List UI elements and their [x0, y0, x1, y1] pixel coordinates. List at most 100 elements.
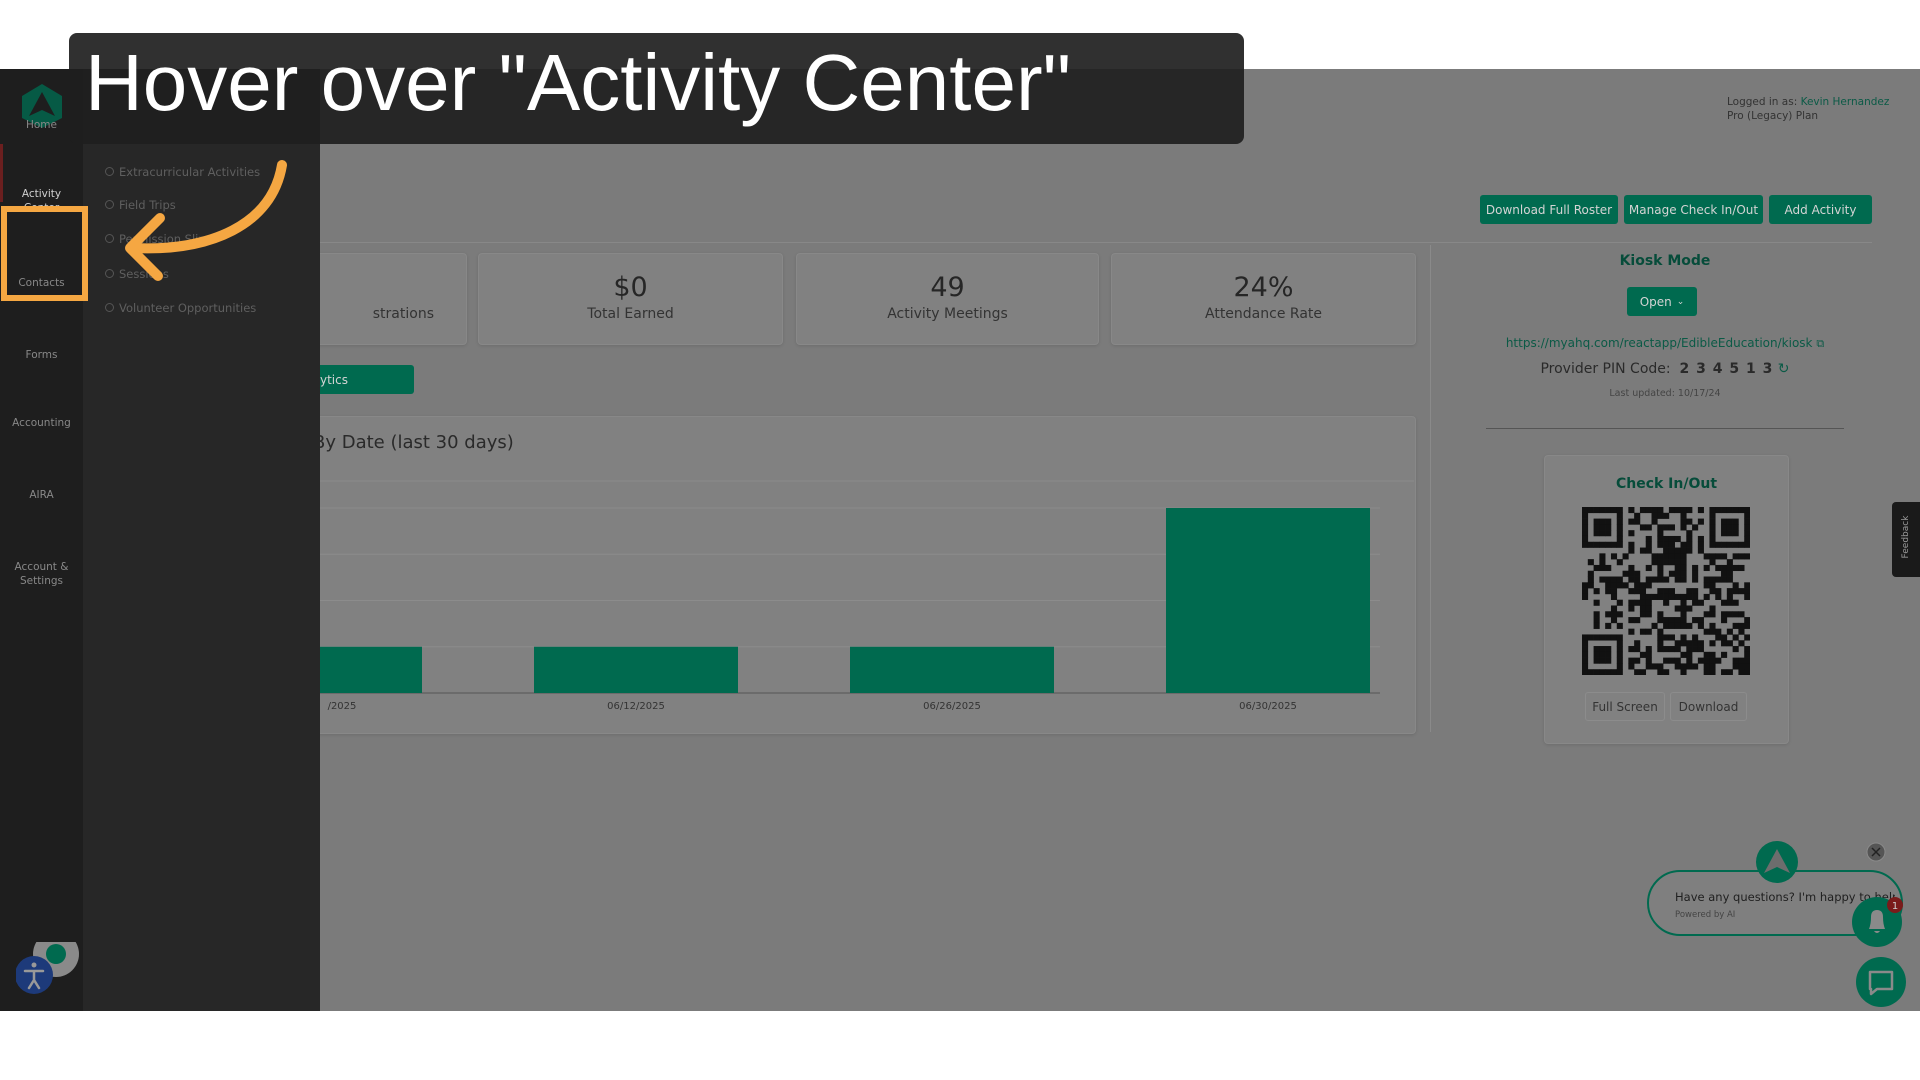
bottom-icons	[16, 942, 79, 994]
qr-module	[1645, 547, 1652, 554]
qr-code	[1582, 507, 1750, 675]
copy-icon[interactable]: ⧉	[1816, 337, 1825, 350]
qr-module	[1709, 553, 1716, 560]
url-text[interactable]: https://myahq.com/reactapp/EdibleEducati…	[1505, 336, 1813, 350]
action-button[interactable]: Add Activity	[1769, 195, 1872, 224]
qr-module	[1721, 524, 1728, 531]
qr-module	[1663, 593, 1670, 600]
x-tick-label: /2025	[328, 701, 357, 712]
checkin-title: Check In/Out	[1615, 476, 1718, 492]
qr-module	[1639, 628, 1647, 635]
action-button[interactable]: Download Full Roster	[1480, 195, 1618, 224]
nav-label[interactable]: AIRA	[29, 489, 54, 501]
qr-module	[1726, 611, 1733, 618]
qr-module	[1668, 657, 1675, 664]
qr-module	[1744, 669, 1750, 675]
feedback-tab[interactable]: Feedback	[1892, 502, 1920, 577]
action-button[interactable]: Manage Check In/Out	[1624, 195, 1763, 224]
qr-module	[1732, 524, 1739, 531]
qr-module	[1721, 564, 1728, 572]
nav-label[interactable]: Contacts	[18, 277, 65, 289]
qr-module	[1732, 530, 1739, 537]
qr-module	[1721, 669, 1728, 675]
qr-module	[1703, 576, 1710, 583]
user-name[interactable]: Kevin Hernandez	[1800, 96, 1890, 108]
qr-module	[1686, 547, 1693, 554]
chat-button[interactable]	[1856, 957, 1906, 1007]
qr-button[interactable]: Full Screen	[1585, 692, 1665, 721]
qr-module	[1674, 553, 1681, 560]
chat-icon	[1868, 970, 1894, 996]
stat-card: $0 Total Earned	[478, 253, 783, 345]
qr-module	[1587, 507, 1594, 514]
qr-module	[1663, 553, 1670, 560]
arrow-head	[125, 213, 165, 281]
qr-module	[1616, 530, 1623, 537]
submenu-item[interactable]: Volunteer Opportunities	[119, 301, 257, 315]
arrow-shaft	[127, 160, 287, 254]
qr-module	[1593, 588, 1600, 595]
qr-module	[1645, 576, 1652, 583]
qr-module	[1657, 553, 1664, 560]
open-button[interactable]: Open ⌄	[1627, 287, 1697, 316]
qr-module	[1645, 593, 1652, 600]
qr-module	[1709, 605, 1716, 612]
qr-module	[1657, 617, 1664, 624]
qr-module	[1744, 582, 1750, 589]
qr-module	[1744, 553, 1750, 560]
qr-module	[1605, 582, 1612, 589]
plan: Pro (Legacy) Plan	[1727, 110, 1819, 122]
qr-module	[1697, 646, 1704, 653]
qr-module	[1610, 588, 1618, 595]
qr-module	[1645, 582, 1652, 589]
qr-module	[1587, 582, 1594, 589]
nav-label[interactable]: Home	[25, 119, 57, 131]
qr-module	[1605, 669, 1612, 675]
refresh-icon[interactable]: ↻	[1777, 361, 1790, 377]
qr-module	[1657, 559, 1664, 566]
qr-module	[1593, 617, 1600, 624]
kiosk-url[interactable]: https://myahq.com/reactapp/EdibleEducati…	[1486, 336, 1844, 351]
qr-module	[1582, 530, 1589, 537]
qr-module	[1715, 541, 1722, 548]
qr-module	[1645, 663, 1652, 670]
qr-module	[1605, 524, 1612, 531]
qr-button[interactable]: Download	[1670, 692, 1747, 721]
qr-module	[1634, 599, 1641, 606]
qr-module	[1721, 530, 1728, 537]
account-info: Logged in as: Kevin Hernandez Pro (Legac…	[1727, 95, 1889, 123]
qr-module	[1616, 559, 1623, 566]
sidebar: Home Activity Center Contacts Forms Accounti…	[0, 69, 83, 1011]
qr-module	[1726, 640, 1733, 647]
nav-label[interactable]: Accounting	[12, 417, 71, 429]
qr-module	[1639, 588, 1647, 595]
qr-module	[1738, 553, 1745, 560]
qr-module	[1668, 535, 1675, 543]
logo[interactable]	[20, 82, 64, 130]
qr-module	[1674, 593, 1681, 600]
qr-module	[1610, 605, 1618, 612]
bar	[850, 646, 1054, 693]
arrow	[125, 160, 287, 281]
chat-bubble[interactable]: Have any questions? I'm happy to help. P…	[1647, 870, 1903, 936]
chat-message: Have any questions? I'm happy to help.	[1675, 890, 1895, 904]
qr-module	[1616, 657, 1623, 664]
qr-module	[1703, 657, 1710, 664]
submenu-item[interactable]: Field Trips	[119, 198, 176, 212]
qr-module	[1651, 518, 1658, 525]
qr-module	[1726, 541, 1733, 548]
qr-module	[1651, 663, 1658, 670]
qr-module	[1674, 605, 1681, 612]
qr-module	[1703, 628, 1710, 635]
submenu-item[interactable]: Extracurricular Activities	[119, 165, 261, 179]
vertical-divider	[1430, 245, 1431, 732]
qr-module	[1692, 564, 1699, 572]
nav-label[interactable]: Account & Settings	[14, 561, 69, 587]
qr-module	[1663, 646, 1670, 653]
feedback-label[interactable]: Feedback	[1901, 515, 1911, 559]
qr-module	[1599, 524, 1606, 531]
qr-module	[1593, 622, 1600, 629]
qr-module	[1639, 582, 1647, 589]
qr-module	[1697, 541, 1704, 548]
nav-label[interactable]: Forms	[25, 349, 58, 361]
